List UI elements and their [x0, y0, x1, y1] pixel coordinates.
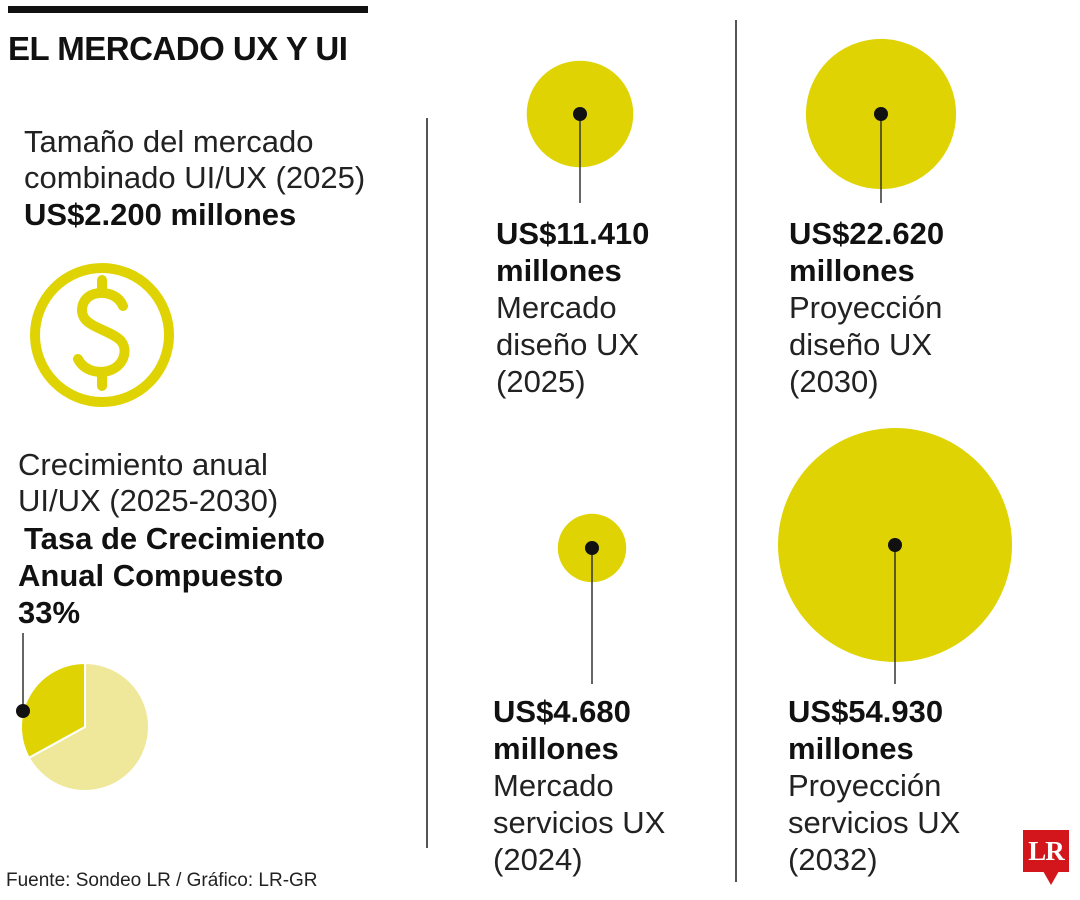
growth-bold-line3: 33%	[18, 595, 81, 630]
growth-label-line2: UI/UX (2025-2030)	[18, 483, 279, 518]
title-top-bar	[8, 6, 368, 13]
market-size-label-line1: Tamaño del mercado	[24, 124, 314, 159]
bubble-label-line3-1: (2030)	[789, 364, 879, 399]
bubble-value-3: US$54.930	[788, 694, 944, 729]
bubble-center-dot-1	[874, 107, 888, 121]
column-divider-left	[426, 118, 428, 848]
pie-dot	[16, 704, 30, 718]
bubble-value-2: US$4.680	[493, 694, 631, 729]
lr-logo: LR	[1023, 830, 1069, 872]
pie-slice-1	[27, 661, 150, 792]
bubble-label-line2-0: diseño UX	[496, 327, 640, 362]
column-divider-right	[735, 20, 737, 882]
growth-label-line1: Crecimiento anual	[18, 447, 268, 482]
bubble-label-line3-3: (2032)	[788, 842, 878, 877]
bubble-label-line3-0: (2025)	[496, 364, 586, 399]
pie-slice-0	[20, 661, 86, 760]
dollar-circle-icon	[30, 263, 174, 407]
bubble-value-unit-1: millones	[789, 253, 915, 288]
bubble-label-line1-3: Proyección	[788, 768, 942, 803]
bubble-label-line1-1: Proyección	[789, 290, 943, 325]
bubble-value-1: US$22.620	[789, 216, 945, 251]
bubble-value-0: US$11.410	[496, 216, 650, 251]
bubble-value-unit-2: millones	[493, 731, 619, 766]
market-size-label-line2: combinado UI/UX (2025)	[24, 160, 366, 195]
bubble-label-line3-2: (2024)	[493, 842, 583, 877]
bubble-value-unit-0: millones	[496, 253, 622, 288]
growth-bold-line2: Anual Compuesto	[18, 558, 284, 593]
bubble-value-unit-3: millones	[788, 731, 914, 766]
growth-bold-line1: Tasa de Crecimiento	[24, 521, 325, 556]
bubble-label-line2-2: servicios UX	[493, 805, 666, 840]
source-credit: Fuente: Sondeo LR / Gráfico: LR-GR	[6, 870, 318, 891]
lr-logo-tail	[1043, 871, 1059, 885]
infographic-title: EL MERCADO UX Y UI	[8, 30, 348, 67]
market-size-value: US$2.200 millones	[24, 197, 297, 232]
bubble-label-line2-1: diseño UX	[789, 327, 933, 362]
bubble-center-dot-0	[573, 107, 587, 121]
bubble-label-line1-2: Mercado	[493, 768, 614, 803]
bubble-center-dot-3	[888, 538, 902, 552]
bubble-center-dot-2	[585, 541, 599, 555]
bubble-label-line1-0: Mercado	[496, 290, 617, 325]
bubble-label-line2-3: servicios UX	[788, 805, 961, 840]
